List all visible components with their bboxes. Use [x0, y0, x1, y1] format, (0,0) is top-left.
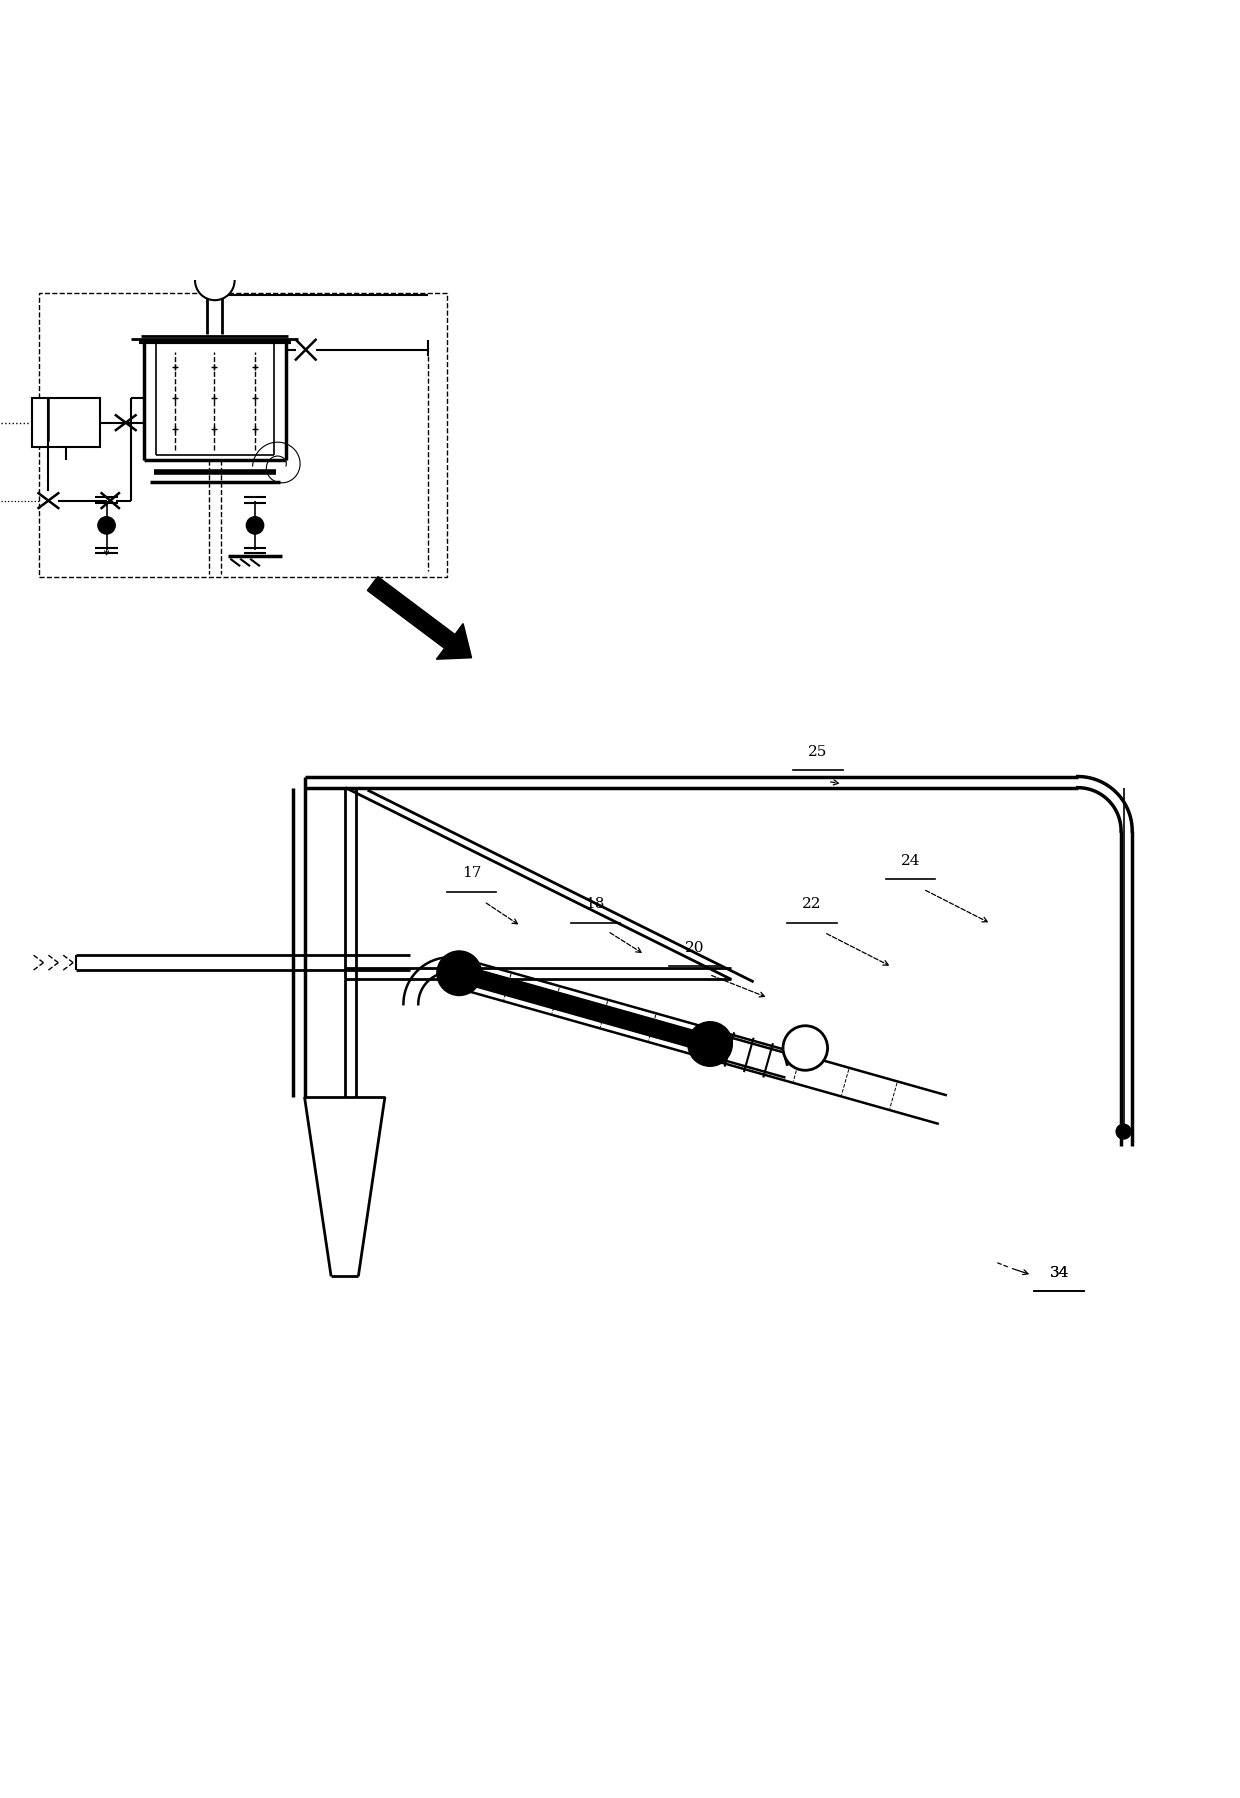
Text: 25: 25: [808, 744, 827, 759]
Circle shape: [436, 951, 481, 996]
Polygon shape: [456, 966, 713, 1052]
Circle shape: [782, 1025, 827, 1070]
Circle shape: [247, 516, 264, 534]
FancyArrow shape: [367, 577, 471, 660]
Circle shape: [1116, 1124, 1131, 1138]
Text: 24: 24: [901, 854, 920, 868]
Circle shape: [98, 516, 115, 534]
Bar: [32, 397, 100, 448]
Circle shape: [688, 1021, 733, 1066]
Text: 18: 18: [585, 897, 605, 912]
Text: 34: 34: [1049, 1266, 1069, 1280]
Text: 22: 22: [802, 897, 822, 912]
Circle shape: [195, 261, 234, 300]
Text: 34: 34: [1049, 1266, 1069, 1280]
Text: 17: 17: [461, 867, 481, 881]
Bar: [38, 293, 446, 577]
Text: 20: 20: [684, 940, 704, 955]
